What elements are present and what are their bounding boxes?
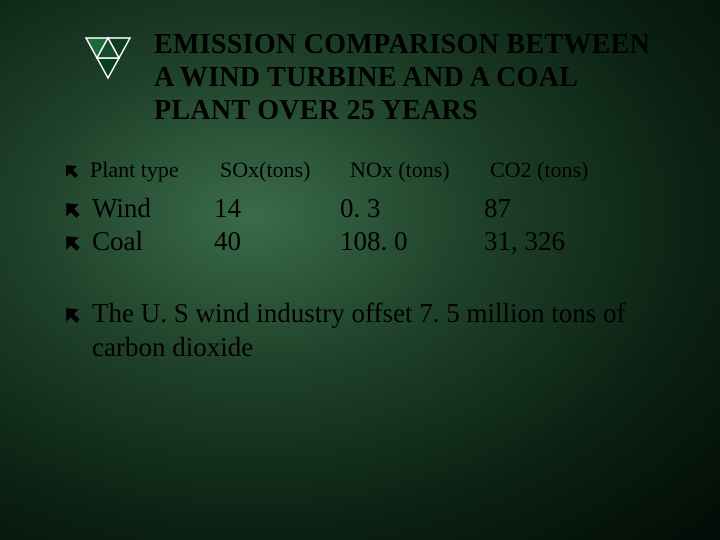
cell-co2: 31, 326 — [462, 226, 592, 257]
header-nox: NOx (tons) — [350, 157, 490, 183]
bullet-arrow-icon — [64, 299, 82, 333]
slide: EMISSION COMPARISON BETWEEN A WIND TURBI… — [0, 0, 720, 365]
bullet-arrow-icon — [64, 228, 82, 259]
bullet-arrow-icon — [64, 159, 80, 185]
footer-text: The U. S wind industry offset 7. 5 milli… — [92, 297, 670, 365]
cell-sox: 14 — [192, 193, 322, 224]
cell-nox: 108. 0 — [322, 226, 462, 257]
table-header: Plant type SOx(tons) NOx (tons) CO2 (ton… — [90, 157, 600, 183]
data-row-coal: Coal 40 108. 0 31, 326 — [92, 226, 592, 257]
bullet-arrow-icon — [64, 195, 82, 226]
cell-type: Coal — [92, 226, 192, 257]
footer-bullet: The U. S wind industry offset 7. 5 milli… — [64, 297, 670, 365]
title-row: EMISSION COMPARISON BETWEEN A WIND TURBI… — [80, 28, 670, 127]
slide-content: Plant type SOx(tons) NOx (tons) CO2 (ton… — [64, 157, 670, 365]
table-row: Coal 40 108. 0 31, 326 — [64, 226, 670, 257]
cell-co2: 87 — [462, 193, 592, 224]
header-co2: CO2 (tons) — [490, 157, 600, 183]
slide-bullet-icon — [80, 32, 136, 89]
cell-nox: 0. 3 — [322, 193, 462, 224]
slide-title: EMISSION COMPARISON BETWEEN A WIND TURBI… — [154, 28, 670, 127]
table-header-row: Plant type SOx(tons) NOx (tons) CO2 (ton… — [64, 157, 670, 183]
cell-sox: 40 — [192, 226, 322, 257]
header-sox: SOx(tons) — [220, 157, 350, 183]
data-row-wind: Wind 14 0. 3 87 — [92, 193, 592, 224]
header-plant-type: Plant type — [90, 157, 220, 183]
cell-type: Wind — [92, 193, 192, 224]
table-row: Wind 14 0. 3 87 — [64, 193, 670, 224]
